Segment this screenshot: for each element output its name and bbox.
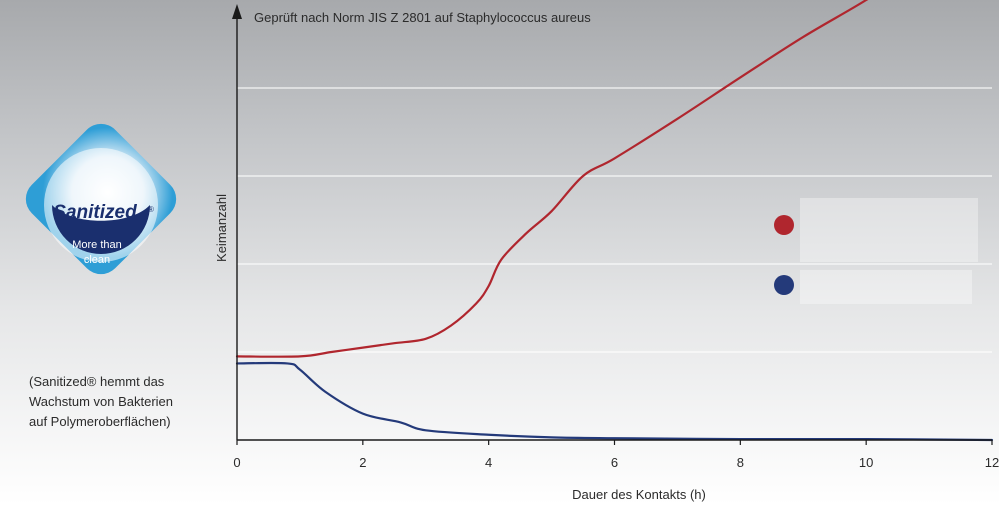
logo-name: Sanitized	[53, 202, 137, 223]
legend-marker-blue	[774, 275, 794, 295]
logo-wave	[52, 205, 150, 254]
x-tick-label-2: 2	[359, 455, 366, 470]
sanitized-logo: Sanitized ® More than clean	[25, 123, 177, 275]
chart-title: Geprüft nach Norm JIS Z 2801 auf Staphyl…	[254, 10, 591, 25]
x-axis-label: Dauer des Kontakts (h)	[572, 487, 706, 502]
series-line-0	[235, 0, 869, 358]
x-tick-label-12: 12	[985, 455, 999, 470]
legend-marker-red	[774, 215, 794, 235]
x-tick-label-0: 0	[233, 455, 240, 470]
caption-line-3: auf Polymeroberflächen)	[29, 414, 171, 429]
x-tick-label-4: 4	[485, 455, 492, 470]
x-tick-label-10: 10	[859, 455, 873, 470]
series-line-1	[235, 361, 994, 442]
series-group	[235, 0, 994, 442]
x-ticks: 0 2 4 6 8 10 12	[233, 440, 999, 470]
x-tick-label-6: 6	[611, 455, 618, 470]
y-axis-label: Keimanzahl	[214, 194, 229, 262]
logo-tagline-line2: clean	[84, 254, 110, 266]
logo-tagline-line1: More than	[72, 239, 122, 251]
y-axis-arrow	[232, 4, 242, 19]
x-tick-label-8: 8	[737, 455, 744, 470]
gridlines	[237, 87, 992, 353]
caption: (Sanitized® hemmt das Wachstum von Bakte…	[29, 372, 219, 432]
logo-registered-mark: ®	[148, 205, 154, 214]
caption-line-1: (Sanitized® hemmt das	[29, 374, 165, 389]
caption-line-2: Wachstum von Bakterien	[29, 394, 174, 409]
legend-panel-2	[800, 270, 972, 304]
legend-panel-1	[800, 198, 978, 262]
